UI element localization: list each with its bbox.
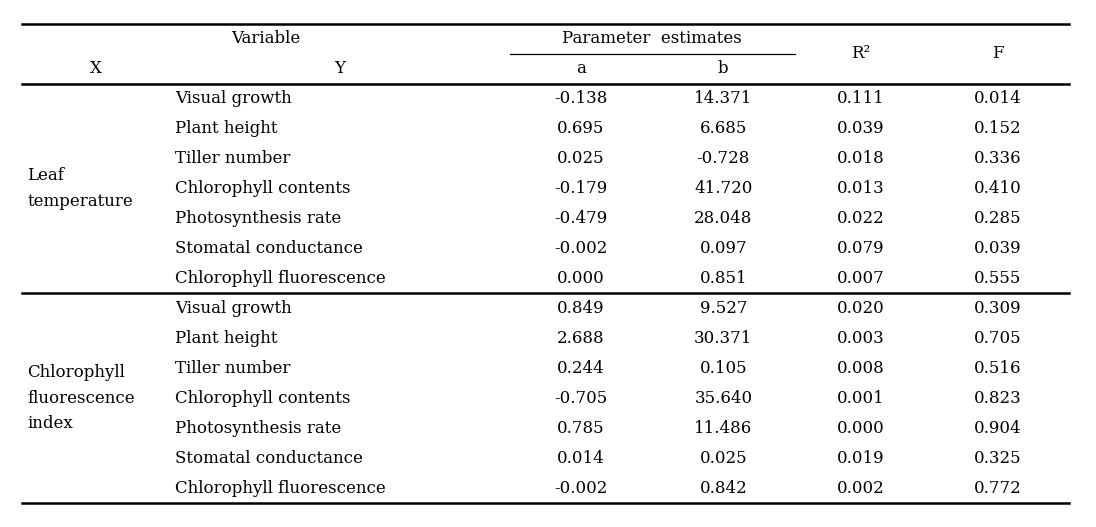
Text: 0.105: 0.105	[699, 360, 747, 377]
Text: 11.486: 11.486	[694, 420, 753, 437]
Text: 0.007: 0.007	[836, 270, 884, 287]
Text: 0.020: 0.020	[836, 300, 884, 317]
Text: -0.179: -0.179	[555, 180, 607, 197]
Text: 0.014: 0.014	[557, 450, 605, 467]
Text: 0.695: 0.695	[557, 120, 605, 137]
Text: X: X	[90, 60, 102, 77]
Text: 0.516: 0.516	[973, 360, 1021, 377]
Text: 0.019: 0.019	[836, 450, 884, 467]
Text: Chlorophyll contents: Chlorophyll contents	[175, 390, 351, 407]
Text: 0.002: 0.002	[836, 480, 884, 497]
Text: Photosynthesis rate: Photosynthesis rate	[175, 420, 342, 437]
Text: 0.285: 0.285	[973, 210, 1021, 227]
Text: -0.138: -0.138	[555, 90, 607, 107]
Text: Plant height: Plant height	[175, 330, 278, 347]
Text: 0.025: 0.025	[699, 450, 747, 467]
Text: index: index	[27, 415, 73, 432]
Text: 0.785: 0.785	[557, 420, 605, 437]
Text: Y: Y	[334, 60, 345, 77]
Text: Plant height: Plant height	[175, 120, 278, 137]
Text: 0.014: 0.014	[973, 90, 1021, 107]
Text: 0.025: 0.025	[557, 150, 605, 167]
Text: 0.018: 0.018	[836, 150, 884, 167]
Text: -0.479: -0.479	[555, 210, 607, 227]
Text: b: b	[718, 60, 729, 77]
Text: Leaf: Leaf	[27, 168, 65, 184]
Text: Photosynthesis rate: Photosynthesis rate	[175, 210, 342, 227]
Text: Visual growth: Visual growth	[175, 90, 293, 107]
Text: R²: R²	[850, 45, 870, 62]
Text: Stomatal conductance: Stomatal conductance	[175, 450, 363, 467]
Text: 41.720: 41.720	[694, 180, 753, 197]
Text: 0.823: 0.823	[973, 390, 1021, 407]
Text: Stomatal conductance: Stomatal conductance	[175, 240, 363, 257]
Text: 0.336: 0.336	[973, 150, 1021, 167]
Text: Chlorophyll fluorescence: Chlorophyll fluorescence	[175, 270, 386, 287]
Text: Chlorophyll contents: Chlorophyll contents	[175, 180, 351, 197]
Text: 0.022: 0.022	[836, 210, 884, 227]
Text: fluorescence: fluorescence	[27, 390, 135, 407]
Text: Variable: Variable	[231, 30, 300, 47]
Text: 0.000: 0.000	[557, 270, 605, 287]
Text: -0.728: -0.728	[697, 150, 750, 167]
Text: Parameter  estimates: Parameter estimates	[562, 30, 742, 47]
Text: 0.842: 0.842	[699, 480, 747, 497]
Text: 0.111: 0.111	[836, 90, 884, 107]
Text: Tiller number: Tiller number	[175, 360, 290, 377]
Text: 0.152: 0.152	[973, 120, 1021, 137]
Text: 2.688: 2.688	[557, 330, 605, 347]
Text: 0.555: 0.555	[973, 270, 1021, 287]
Text: 0.000: 0.000	[836, 420, 884, 437]
Text: 0.013: 0.013	[836, 180, 884, 197]
Text: 0.904: 0.904	[973, 420, 1021, 437]
Text: 35.640: 35.640	[694, 390, 753, 407]
Text: a: a	[575, 60, 586, 77]
Text: -0.705: -0.705	[555, 390, 607, 407]
Text: Visual growth: Visual growth	[175, 300, 293, 317]
Text: 0.410: 0.410	[973, 180, 1021, 197]
Text: 0.003: 0.003	[836, 330, 884, 347]
Text: 14.371: 14.371	[694, 90, 753, 107]
Text: 0.244: 0.244	[557, 360, 605, 377]
Text: 6.685: 6.685	[699, 120, 747, 137]
Text: 0.705: 0.705	[973, 330, 1021, 347]
Text: 0.079: 0.079	[836, 240, 884, 257]
Text: Chlorophyll: Chlorophyll	[27, 364, 125, 382]
Text: 28.048: 28.048	[694, 210, 753, 227]
Text: 0.772: 0.772	[973, 480, 1021, 497]
Text: 0.309: 0.309	[973, 300, 1021, 317]
Text: 0.039: 0.039	[836, 120, 884, 137]
Text: 30.371: 30.371	[694, 330, 753, 347]
Text: 0.325: 0.325	[973, 450, 1021, 467]
Text: -0.002: -0.002	[555, 480, 607, 497]
Text: Tiller number: Tiller number	[175, 150, 290, 167]
Text: temperature: temperature	[27, 193, 133, 210]
Text: 0.851: 0.851	[699, 270, 747, 287]
Text: -0.002: -0.002	[555, 240, 607, 257]
Text: 0.849: 0.849	[557, 300, 605, 317]
Text: 0.001: 0.001	[836, 390, 884, 407]
Text: 0.039: 0.039	[973, 240, 1021, 257]
Text: 0.008: 0.008	[836, 360, 884, 377]
Text: 0.097: 0.097	[699, 240, 747, 257]
Text: F: F	[992, 45, 1003, 62]
Text: Chlorophyll fluorescence: Chlorophyll fluorescence	[175, 480, 386, 497]
Text: 9.527: 9.527	[699, 300, 747, 317]
